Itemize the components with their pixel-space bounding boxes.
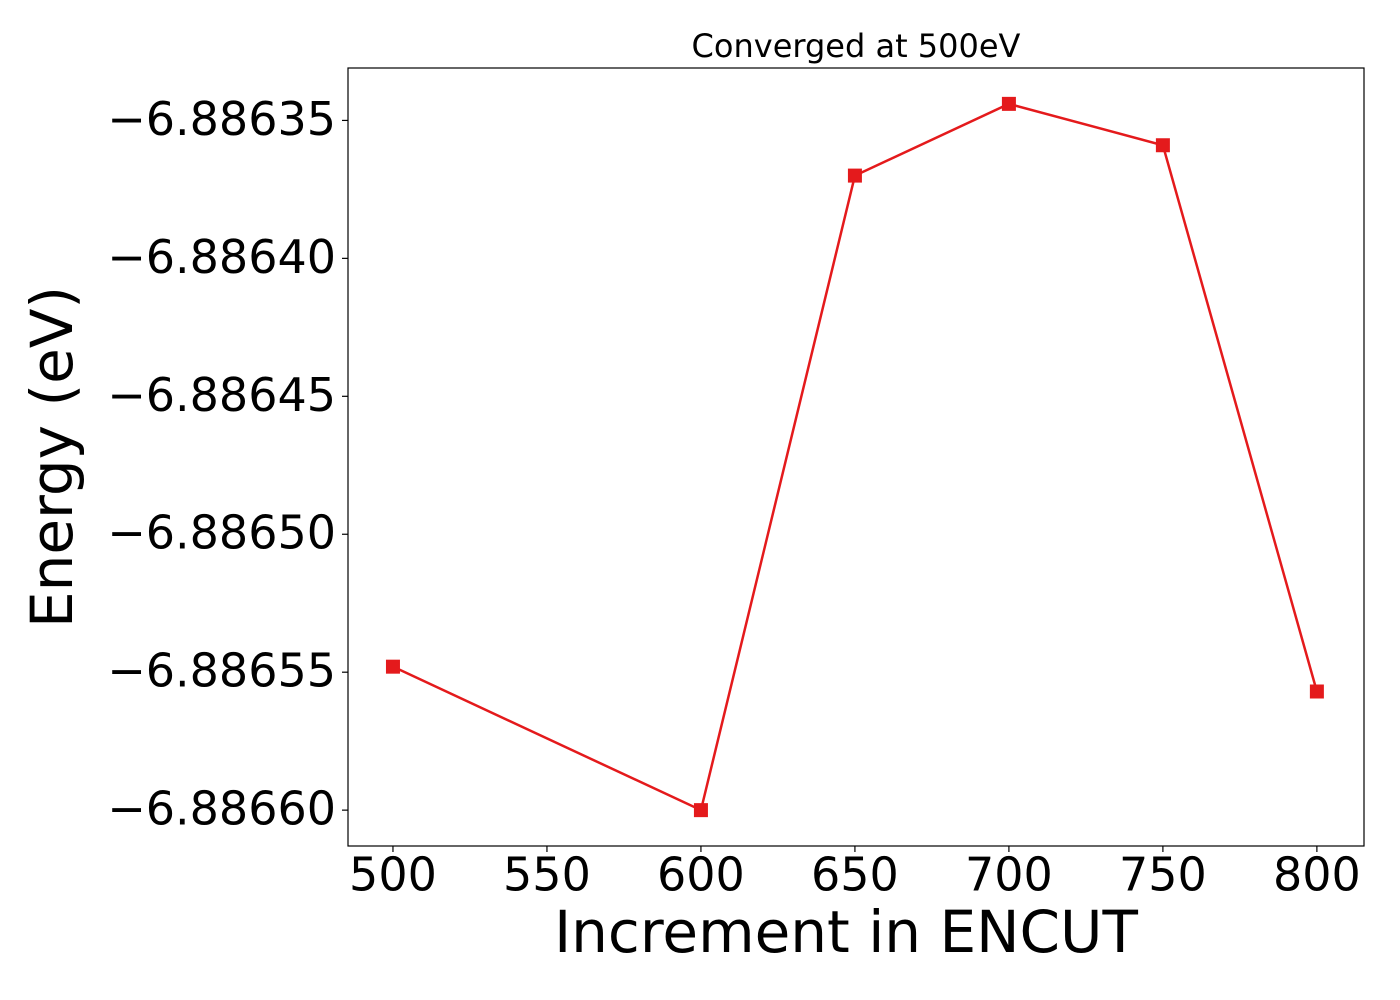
data-marker <box>847 168 862 183</box>
x-axis-label: Increment in ENCUT <box>554 898 1138 966</box>
data-marker <box>1001 96 1016 111</box>
y-tick-label: −6.88645 <box>107 368 336 422</box>
y-axis-label: Energy (eV) <box>18 286 86 628</box>
data-marker <box>693 803 708 818</box>
data-marker <box>385 659 400 674</box>
y-tick-label: −6.88660 <box>107 782 336 836</box>
x-tick-label: 800 <box>1273 848 1361 902</box>
x-tick-label: 550 <box>503 848 591 902</box>
x-tick-label: 750 <box>1119 848 1207 902</box>
x-tick-label: 650 <box>811 848 899 902</box>
x-tick-label: 700 <box>965 848 1053 902</box>
x-tick-label: 600 <box>657 848 745 902</box>
data-line <box>392 102 1319 812</box>
y-tick-label: −6.88635 <box>107 92 336 146</box>
x-tick-label: 500 <box>349 848 437 902</box>
data-marker <box>1155 138 1170 153</box>
chart-title: Converged at 500eV <box>692 27 1021 65</box>
y-tick-label: −6.88650 <box>107 506 336 560</box>
y-tick-label: −6.88640 <box>107 230 336 284</box>
y-tick-label: −6.88655 <box>107 644 336 698</box>
plot-frame <box>347 67 1365 847</box>
data-marker <box>1309 684 1324 699</box>
